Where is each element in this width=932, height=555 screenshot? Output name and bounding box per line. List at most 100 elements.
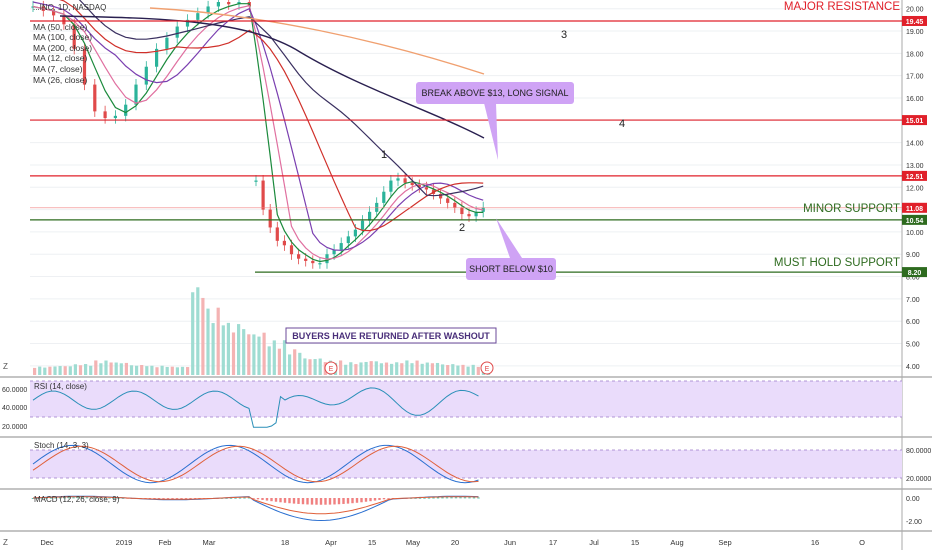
break-above-callout: BREAK ABOVE $13, LONG SIGNAL <box>416 82 574 160</box>
macd-bar <box>333 498 336 505</box>
macd-bar <box>85 497 89 499</box>
volume-bar <box>277 348 281 375</box>
legend-entry[interactable]: MA (26, close) <box>33 74 88 85</box>
earnings-marker[interactable]: E <box>480 361 494 375</box>
volume-bar <box>405 360 409 375</box>
volume-bar <box>124 362 128 375</box>
volume-bar <box>155 367 159 375</box>
macd-scale-label: -2.00 <box>906 519 922 526</box>
volume-bar <box>135 365 139 375</box>
price-badge-label: 8.20 <box>908 270 922 277</box>
macd-bar <box>40 497 44 499</box>
macd-bar <box>63 497 66 499</box>
moving-averages <box>32 0 485 263</box>
macd-bar <box>270 498 273 502</box>
volume-bar <box>226 322 230 375</box>
volume-bar <box>129 365 134 375</box>
candle-body <box>318 263 322 265</box>
candle-body <box>144 66 148 85</box>
macd-bar <box>342 498 345 504</box>
price-scale[interactable]: 20.0019.0018.0017.0016.0015.0014.0013.00… <box>906 7 924 371</box>
macd-bar <box>297 498 300 504</box>
rsi-line <box>32 387 479 428</box>
volume-bar <box>216 307 220 375</box>
price-badge-label: 19.45 <box>906 19 924 26</box>
moving-average-line <box>149 7 485 75</box>
candle-body <box>124 104 128 116</box>
macd-bar <box>373 498 377 501</box>
time-axis-label: Jul <box>589 538 599 547</box>
volume-bar <box>145 366 149 375</box>
volume-bar <box>58 366 62 375</box>
rsi-scale-label: 40.0000 <box>2 405 27 412</box>
candle-body <box>453 202 457 208</box>
zoom-icon[interactable]: Z <box>3 538 8 547</box>
candle-body <box>227 2 231 5</box>
macd-bar <box>459 497 462 499</box>
volume-bar <box>78 365 83 375</box>
moving-average-line <box>32 3 484 263</box>
rsi-title: RSI (14, close) <box>34 382 87 391</box>
macd-bar <box>117 497 120 499</box>
break-above-text: BREAK ABOVE $13, LONG SIGNAL <box>421 88 568 98</box>
volume-bar <box>466 366 470 375</box>
must-hold-support-label: MUST HOLD SUPPORT <box>774 257 900 269</box>
macd-bar <box>337 498 341 505</box>
legend-entry[interactable]: MA (7, close) <box>33 63 83 74</box>
macd-bar <box>369 498 372 502</box>
time-axis-label: 16 <box>811 538 819 547</box>
time-axis-label: Jun <box>504 538 516 547</box>
macd-bar <box>454 497 458 499</box>
price-scale-label: 5.00 <box>906 342 920 349</box>
time-axis-label: 15 <box>368 538 376 547</box>
buyers-returned-text: BUYERS HAVE RETURNED AFTER WASHOUT <box>292 331 490 341</box>
volume-bar <box>150 365 154 375</box>
volume-bar <box>359 362 363 375</box>
stoch-d-line <box>32 445 479 483</box>
macd-bar <box>382 498 386 500</box>
price-scale-label: 10.00 <box>906 230 924 237</box>
macd-bar <box>301 498 305 505</box>
candle-body <box>282 240 286 246</box>
legend-entry[interactable]: MA (12, close) <box>33 53 88 64</box>
legend-entry[interactable]: MA (100, close) <box>33 32 93 43</box>
volume-bar <box>99 363 103 375</box>
macd-bar <box>315 498 318 505</box>
candle-body <box>93 84 97 112</box>
horizontal-levels <box>30 20 902 273</box>
volume-bar <box>186 367 190 375</box>
moving-average-line <box>59 0 484 232</box>
macd-bar <box>166 498 170 499</box>
time-axis-label: O <box>859 538 865 547</box>
candle-body <box>360 220 365 230</box>
volume-bar <box>221 325 225 375</box>
macd-bar <box>49 497 53 499</box>
macd-signal-line <box>32 496 479 515</box>
time-axis[interactable]: Dec 2019 Feb Mar 18 Apr 15 May 20 Jun 17 Jul 15 Aug Se… <box>40 538 865 547</box>
volume-bar <box>425 362 429 375</box>
candle-body <box>289 245 294 255</box>
volume-bar <box>369 361 373 375</box>
volume-bar <box>262 332 266 375</box>
stoch-band <box>30 450 902 478</box>
volume-bar <box>89 365 93 375</box>
macd-bar <box>90 497 93 499</box>
volume-bar <box>201 297 205 375</box>
candle-body <box>382 191 386 203</box>
volume-bar <box>257 336 261 375</box>
macd-bar <box>157 498 161 499</box>
earnings-marker[interactable]: E <box>324 361 338 375</box>
macd-bar <box>243 497 246 499</box>
macd-bar <box>445 497 449 499</box>
macd-bar <box>225 497 228 499</box>
zoom-icon[interactable]: Z <box>3 362 8 371</box>
macd-bar <box>175 498 179 499</box>
legend-entry[interactable]: MA (200, close) <box>33 42 93 53</box>
macd-bar <box>279 498 282 503</box>
legend-entry[interactable]: MA (50, close) <box>33 21 88 32</box>
volume-bar <box>267 346 271 375</box>
candle-body <box>389 180 393 192</box>
short-below-callout: SHORT BELOW $10 <box>466 218 556 280</box>
